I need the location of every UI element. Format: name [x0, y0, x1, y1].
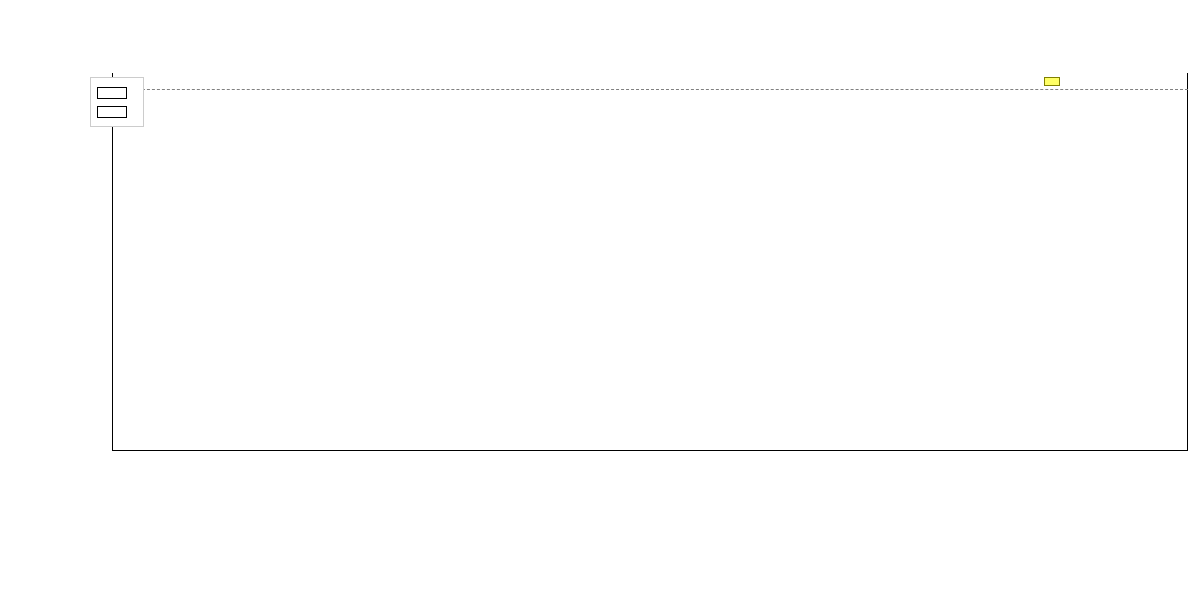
- legend-item-sell: [97, 102, 135, 121]
- threshold-dashed-line: [112, 89, 1188, 90]
- legend-item-buy: [97, 83, 135, 102]
- legend-swatch-buy: [97, 86, 127, 99]
- chart-legend: [90, 77, 144, 127]
- legend-swatch-sell: [97, 105, 127, 118]
- plot-frame-right: [1187, 73, 1188, 451]
- today-annotation: [1044, 77, 1060, 86]
- plot-axes: [112, 73, 1187, 451]
